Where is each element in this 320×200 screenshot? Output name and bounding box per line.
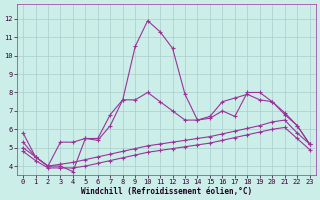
X-axis label: Windchill (Refroidissement éolien,°C): Windchill (Refroidissement éolien,°C) (81, 187, 252, 196)
